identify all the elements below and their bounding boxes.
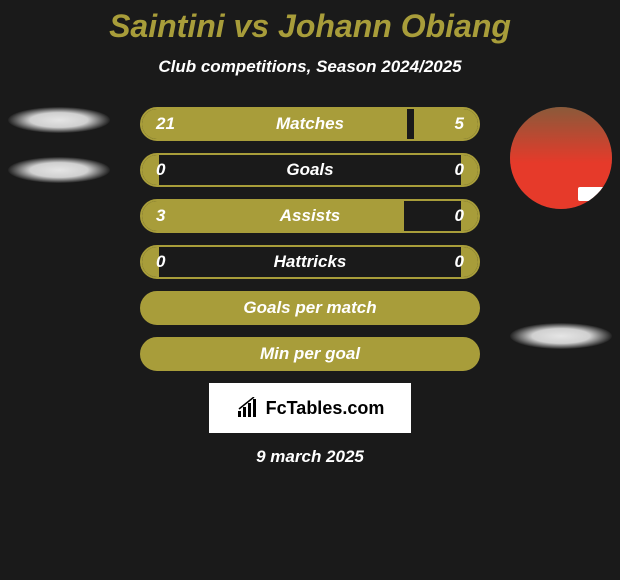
stat-label: Matches xyxy=(276,114,344,134)
stat-rows: 21 Matches 5 0 Goals 0 3 Assists 0 xyxy=(140,107,480,371)
date-text: 9 march 2025 xyxy=(0,447,620,467)
player-right-avatar xyxy=(510,107,612,209)
stat-value-left: 0 xyxy=(156,160,165,180)
stat-value-right: 5 xyxy=(455,114,464,134)
avatar-shadow-bottom xyxy=(8,157,110,183)
avatar-shadow-top xyxy=(8,107,110,133)
stats-area: 21 Matches 5 0 Goals 0 3 Assists 0 xyxy=(0,107,620,467)
stat-label: Goals xyxy=(286,160,333,180)
chart-icon xyxy=(236,397,262,419)
subtitle: Club competitions, Season 2024/2025 xyxy=(0,57,620,77)
stat-row-goals-per-match: Goals per match xyxy=(140,291,480,325)
bar-left xyxy=(142,201,404,231)
stat-value-right: 0 xyxy=(455,206,464,226)
stat-label: Min per goal xyxy=(260,344,360,364)
bar-left xyxy=(142,109,407,139)
fctables-logo-box: FcTables.com xyxy=(209,383,411,433)
stat-value-right: 0 xyxy=(455,160,464,180)
stat-row-min-per-goal: Min per goal xyxy=(140,337,480,371)
stat-value-left: 21 xyxy=(156,114,175,134)
avatar-shadow-right xyxy=(510,323,612,349)
player-right-avatar-group xyxy=(510,107,612,349)
stat-row-hattricks: 0 Hattricks 0 xyxy=(140,245,480,279)
stat-value-left: 0 xyxy=(156,252,165,272)
bar-right xyxy=(414,109,478,139)
stat-label: Goals per match xyxy=(243,298,376,318)
stat-value-right: 0 xyxy=(455,252,464,272)
comparison-card: Saintini vs Johann Obiang Club competiti… xyxy=(0,0,620,580)
stat-row-goals: 0 Goals 0 xyxy=(140,153,480,187)
player-left-avatar-group xyxy=(8,107,110,183)
stat-label: Assists xyxy=(280,206,340,226)
stat-row-matches: 21 Matches 5 xyxy=(140,107,480,141)
logo-text: FcTables.com xyxy=(266,398,385,419)
page-title: Saintini vs Johann Obiang xyxy=(0,8,620,45)
player-photo xyxy=(510,107,612,209)
stat-value-left: 3 xyxy=(156,206,165,226)
stat-label: Hattricks xyxy=(274,252,347,272)
stat-row-assists: 3 Assists 0 xyxy=(140,199,480,233)
